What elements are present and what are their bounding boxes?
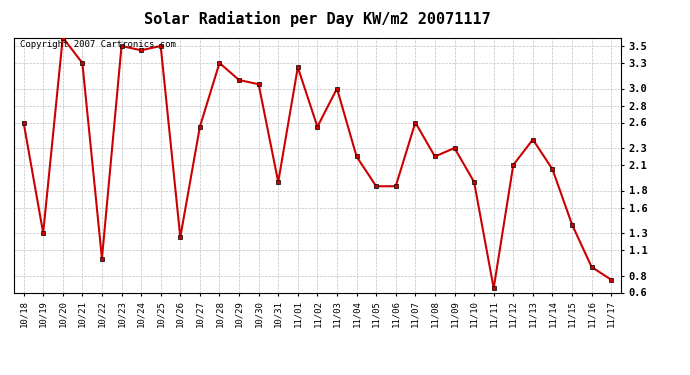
Text: Copyright 2007 Cartronics.com: Copyright 2007 Cartronics.com — [20, 40, 176, 49]
Text: Solar Radiation per Day KW/m2 20071117: Solar Radiation per Day KW/m2 20071117 — [144, 11, 491, 27]
